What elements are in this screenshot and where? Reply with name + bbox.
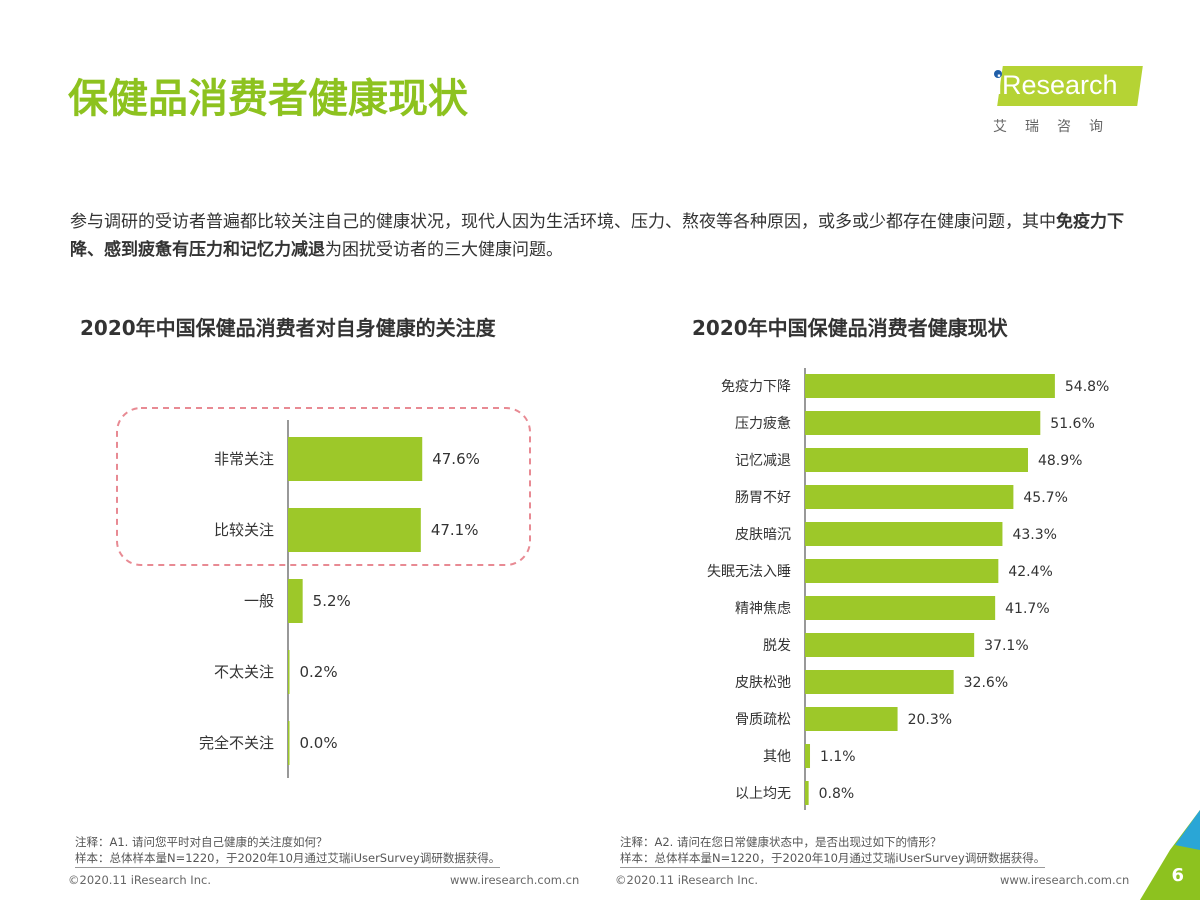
bar xyxy=(805,633,975,657)
bar xyxy=(805,411,1041,435)
data-label: 43.3% xyxy=(1012,527,1056,543)
category-label: 非常关注 xyxy=(214,450,274,468)
bar xyxy=(805,596,996,620)
category-label: 完全不关注 xyxy=(199,734,274,752)
category-label: 一般 xyxy=(244,592,274,610)
data-label: 45.7% xyxy=(1023,490,1067,506)
data-label: 32.6% xyxy=(964,675,1008,691)
iresearch-logo: iResearch 艾瑞咨询 xyxy=(990,64,1143,135)
data-label: 20.3% xyxy=(908,712,952,728)
bar xyxy=(805,374,1055,398)
highlight-box xyxy=(116,407,531,566)
category-label: 比较关注 xyxy=(214,521,274,539)
bar xyxy=(805,707,898,731)
data-label: 0.8% xyxy=(819,786,855,802)
category-label: 免疫力下降 xyxy=(721,379,791,395)
category-label: 失眠无法入睡 xyxy=(707,564,791,580)
url-right: www.iresearch.com.cn xyxy=(1000,873,1130,887)
page-title: 保健品消费者健康现状 xyxy=(68,76,468,122)
bar xyxy=(288,437,423,481)
bar xyxy=(288,650,290,694)
bar xyxy=(805,781,809,805)
data-label: 51.6% xyxy=(1050,416,1094,432)
right-notes: 注释：A2. 请问在您日常健康状态中，是否出现过如下的情形？ 样本：总体样本量N=… xyxy=(620,834,1046,868)
bar xyxy=(288,579,303,623)
data-label: 54.8% xyxy=(1065,379,1109,395)
category-label: 皮肤松弛 xyxy=(735,675,791,691)
category-label: 其他 xyxy=(763,749,791,765)
data-label: 0.2% xyxy=(300,663,338,681)
data-label: 47.1% xyxy=(431,521,479,539)
category-label: 压力疲惫 xyxy=(735,415,791,432)
data-label: 48.9% xyxy=(1038,453,1082,469)
bar xyxy=(805,559,999,583)
category-label: 骨质疏松 xyxy=(735,712,791,728)
data-label: 5.2% xyxy=(313,592,351,610)
data-label: 41.7% xyxy=(1005,601,1049,617)
data-label: 0.0% xyxy=(300,734,338,752)
category-label: 以上均无 xyxy=(735,786,791,802)
bar xyxy=(805,670,954,694)
category-label: 记忆减退 xyxy=(735,453,791,469)
category-label: 精神焦虑 xyxy=(735,601,791,617)
data-label: 42.4% xyxy=(1008,564,1052,580)
category-label: 脱发 xyxy=(763,638,791,654)
category-label: 肠胃不好 xyxy=(735,490,791,506)
copyright-right: ©2020.11 iResearch Inc. xyxy=(615,873,758,887)
bar xyxy=(805,485,1014,509)
left-notes: 注释：A1. 请问您平时对自己健康的关注度如何？ 样本：总体样本量N=1220，于… xyxy=(75,834,501,868)
corner-decoration xyxy=(1140,810,1200,900)
intro-text: 参与调研的受访者普遍都比较关注自己的健康状况，现代人因为生活环境、压力、熬夜等各… xyxy=(70,212,1124,260)
copyright-left: ©2020.11 iResearch Inc. xyxy=(68,873,211,887)
category-label: 不太关注 xyxy=(214,663,274,681)
page-number: 6 xyxy=(1171,865,1184,886)
data-label: 47.6% xyxy=(432,450,480,468)
bar xyxy=(805,448,1028,472)
bar xyxy=(288,721,290,765)
data-label: 1.1% xyxy=(820,749,856,765)
right-chart-title: 2020年中国保健品消费者健康现状 xyxy=(692,316,1008,340)
url-left: www.iresearch.com.cn xyxy=(450,873,580,887)
category-label: 皮肤暗沉 xyxy=(735,527,791,543)
left-chart-title: 2020年中国保健品消费者对自身健康的关注度 xyxy=(80,316,496,340)
bar xyxy=(805,744,811,768)
data-label: 37.1% xyxy=(984,638,1028,654)
bar xyxy=(288,508,421,552)
bar xyxy=(805,522,1003,546)
